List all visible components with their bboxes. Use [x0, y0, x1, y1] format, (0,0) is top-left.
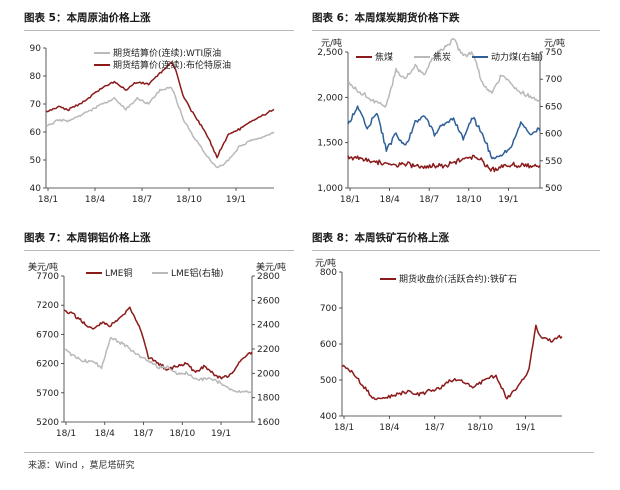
y-tick-label-left: 6200 — [36, 360, 59, 370]
x-tick-label: 18/10 — [456, 195, 482, 205]
series-line-1 — [45, 61, 275, 159]
y-tick-label-left: 70 — [30, 100, 42, 110]
chart-svg-fig5: 40 50 60 70 80 90 18/1 18/4 18/7 18/10 19/1 期货结算价(连… — [30, 44, 275, 205]
x-tick-label: 18/7 — [425, 423, 445, 433]
y-tick-label-right: 700 — [545, 75, 562, 85]
y-tick-label-left: 1,500 — [317, 139, 343, 149]
y-tick-label-right: 2600 — [257, 296, 280, 306]
source-note: 来源：Wind ，莫尼塔研究 — [28, 461, 135, 471]
y-tick-label-right: 550 — [545, 157, 562, 167]
y-tick-label-right: 1600 — [257, 418, 280, 428]
y-axis-unit-right: 美元/吨 — [256, 261, 286, 273]
y-tick-label-right: 750 — [545, 48, 562, 58]
x-tick-label: 19/1 — [515, 423, 535, 433]
x-tick-label: 18/7 — [133, 429, 153, 439]
x-tick-label: 18/1 — [56, 429, 76, 439]
x-tick-label: 18/10 — [169, 429, 195, 439]
series-line-0 — [63, 306, 253, 380]
chart-title-fig6: 图表 6：本周煤炭期货价格下跌 — [312, 12, 460, 24]
x-tick-label: 18/1 — [334, 423, 354, 433]
x-tick-label: 18/4 — [379, 423, 399, 433]
legend-label: 焦炭 — [433, 51, 451, 63]
y-tick-label-left: 5200 — [36, 418, 59, 428]
y-tick-label-left: 2,000 — [317, 93, 343, 103]
y-tick-label-right: 500 — [545, 184, 562, 194]
legend-label: LME铝(右轴) — [171, 267, 224, 279]
series-line-0 — [45, 86, 275, 169]
legend-label: 期货结算价(连续):布伦特原油 — [113, 59, 231, 71]
series-line-2 — [347, 105, 541, 160]
x-tick-label: 18/10 — [176, 195, 202, 205]
legend-label: 动力煤(右轴) — [491, 51, 543, 63]
y-tick-label-left: 800 — [320, 268, 337, 278]
y-tick-label-left: 600 — [320, 340, 337, 350]
title-divider-fig8 — [312, 250, 600, 251]
y-axis-unit-left: 元/吨 — [315, 257, 336, 269]
y-tick-label-left: 60 — [30, 128, 42, 138]
bottom-divider — [24, 452, 594, 453]
chart-svg-fig6: 1,0001,5002,0002,500元/吨50055060065070075… — [317, 37, 565, 205]
y-tick-label-right: 600 — [545, 130, 562, 140]
chart-svg-fig7: 520057006200670072007700美元/吨160018002000… — [28, 261, 286, 439]
y-tick-label-left: 7700 — [36, 272, 59, 282]
series-line-0 — [347, 154, 541, 173]
x-tick-label: 19/1 — [498, 195, 518, 205]
title-divider-fig5 — [24, 30, 294, 31]
chart-title-fig5: 图表 5：本周原油价格上涨 — [24, 12, 151, 24]
y-tick-label-left: 40 — [30, 184, 42, 194]
x-tick-label: 18/7 — [132, 195, 152, 205]
y-tick-label-right: 2800 — [257, 272, 280, 282]
y-tick-label-left: 7200 — [36, 301, 59, 311]
chart-panel-fig5: 图表 5：本周原油价格上涨 40 50 60 70 80 90 18/1 18/4 18/7 18… — [24, 8, 294, 220]
y-axis-unit-left: 美元/吨 — [28, 261, 58, 273]
y-tick-label-left: 400 — [320, 412, 337, 422]
y-axis-unit-right: 元/吨 — [544, 37, 565, 49]
y-tick-label-left: 2,500 — [317, 48, 343, 58]
x-tick-label: 18/1 — [38, 195, 58, 205]
legend-label: LME铜 — [105, 267, 132, 279]
series-line-1 — [63, 336, 253, 394]
series-line-0 — [341, 324, 563, 401]
y-tick-label-right: 2400 — [257, 321, 280, 331]
x-tick-label: 18/10 — [467, 423, 493, 433]
y-tick-label-right: 2000 — [257, 369, 280, 379]
chart-title-fig8: 图表 8：本周铁矿石价格上涨 — [312, 232, 449, 244]
x-tick-label: 18/4 — [85, 195, 105, 205]
legend-label: 焦煤 — [375, 51, 393, 63]
y-tick-label-right: 1800 — [257, 394, 280, 404]
series-line-1 — [347, 38, 541, 108]
legend-label: 期货结算价(连续):WTI原油 — [113, 47, 221, 59]
y-tick-label-right: 650 — [545, 102, 562, 112]
title-divider-fig7 — [24, 250, 294, 251]
y-tick-label-left: 1,000 — [317, 184, 343, 194]
y-tick-label-left: 5700 — [36, 389, 59, 399]
x-tick-label: 18/4 — [379, 195, 399, 205]
chart-title-fig7: 图表 7：本周铜铝价格上涨 — [24, 232, 151, 244]
y-tick-label-left: 700 — [320, 304, 337, 314]
y-axis-unit-left: 元/吨 — [321, 37, 342, 49]
title-divider-fig6 — [312, 30, 600, 31]
y-tick-label-left: 500 — [320, 376, 337, 386]
y-tick-label-right: 2200 — [257, 345, 280, 355]
y-tick-label-left: 90 — [30, 44, 42, 54]
x-tick-label: 19/1 — [226, 195, 246, 205]
chart-panel-fig8: 图表 8：本周铁矿石价格上涨 400 500 600 700 800 元/吨 18/1 18/… — [312, 228, 600, 443]
y-tick-label-left: 80 — [30, 72, 42, 82]
x-tick-label: 18/7 — [419, 195, 439, 205]
legend-label: 期货收盘价(活跃合约):铁矿石 — [399, 273, 517, 285]
chart-panel-fig7: 图表 7：本周铜铝价格上涨 5200 5700 6200 6700 7200 7700 美元… — [24, 228, 294, 443]
chart-panel-fig6: 图表 6：本周煤炭期货价格下跌 1,000 1,500 2,000 2,500 元/吨 5… — [312, 8, 600, 220]
y-tick-label-left: 6700 — [36, 330, 59, 340]
y-tick-label-left: 50 — [30, 156, 42, 166]
x-tick-label: 18/1 — [340, 195, 360, 205]
x-tick-label: 18/4 — [95, 429, 115, 439]
x-tick-label: 19/1 — [211, 429, 231, 439]
